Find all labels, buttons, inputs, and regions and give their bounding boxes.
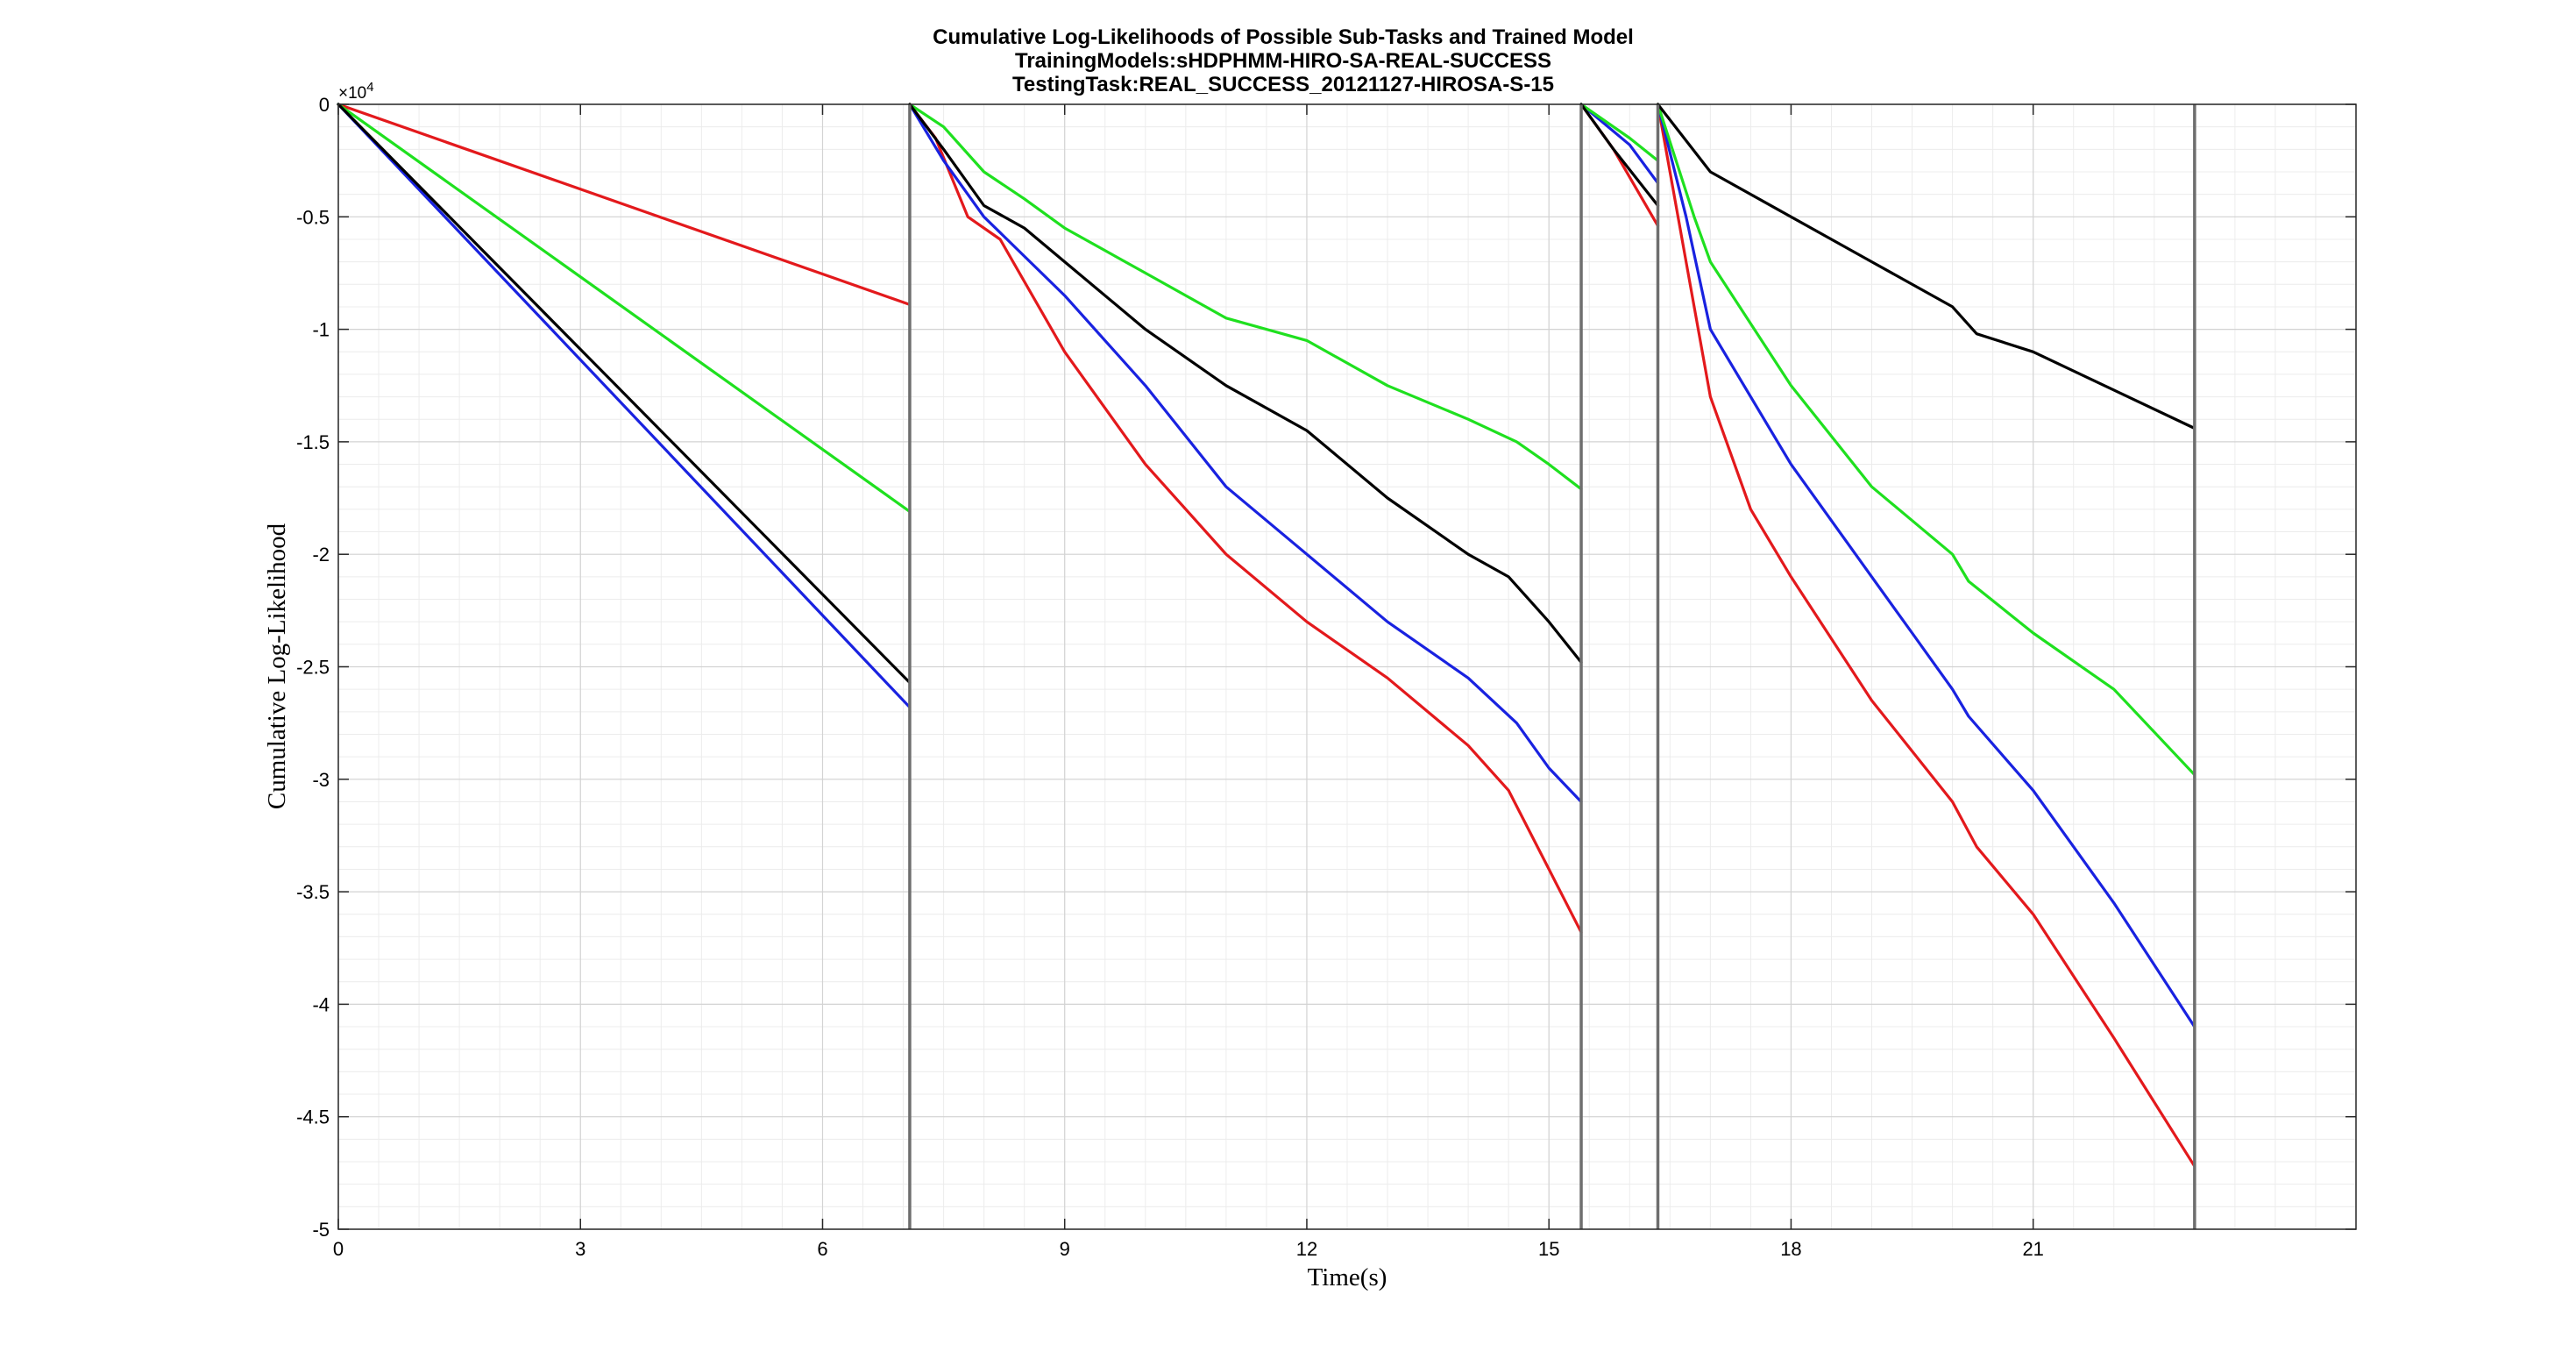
x-tick-label: 12: [1296, 1238, 1317, 1260]
series-line-blue: [1579, 103, 1660, 185]
series-line-blue: [337, 103, 912, 709]
x-tick-label: 21: [2022, 1238, 2043, 1260]
series-line-blue: [1656, 103, 2196, 1028]
x-tick-label: 15: [1538, 1238, 1559, 1260]
x-tick-label: 0: [333, 1238, 344, 1260]
y-tick-label: -2.5: [296, 657, 330, 679]
series-line-black: [1656, 103, 2196, 430]
series-line-black: [337, 103, 912, 685]
series-layer: [337, 103, 2196, 1168]
y-axis-label: Cumulative Log-Likelihood: [263, 523, 291, 809]
series-line-red: [337, 103, 912, 306]
y-axis-exponent-base: ×10: [338, 84, 366, 103]
series-line-black: [908, 103, 1583, 665]
series-line-red: [908, 103, 1583, 934]
y-tick-label: -0.5: [296, 206, 330, 228]
y-axis-exponent: ×104: [338, 80, 374, 103]
x-tick-label: 3: [575, 1238, 585, 1260]
boundary-layer: [908, 104, 2196, 1229]
chart-title-line-3: TestingTask:REAL_SUCCESS_20121127-HIROSA…: [1012, 73, 1554, 96]
x-axis-label: Time(s): [1308, 1263, 1387, 1291]
chart-title-line-2: TrainingModels:sHDPHMM-HIRO-SA-REAL-SUCC…: [1015, 49, 1551, 73]
chart-title-line-1: Cumulative Log-Likelihoods of Possible S…: [933, 25, 1634, 49]
y-tick-label: -5: [312, 1219, 330, 1241]
x-tick-label: 9: [1060, 1238, 1070, 1260]
y-tick-label: -2: [312, 544, 330, 566]
series-line-black: [1579, 103, 1660, 208]
y-tick-label: -1.5: [296, 431, 330, 453]
series-line-green: [1579, 103, 1660, 162]
y-tick-label: 0: [319, 94, 330, 116]
ticks-layer: [337, 103, 2356, 1230]
series-line-green: [908, 103, 1583, 491]
y-tick-labels: 0 -0.5 -1 -1.5 -2 -2.5 -3 -3.5 -4 -4.5 -5: [296, 94, 330, 1241]
y-tick-label: -3: [312, 769, 330, 791]
y-tick-label: -4.5: [296, 1106, 330, 1128]
series-line-green: [337, 103, 912, 514]
x-tick-labels: 0 3 6 9 12 15 18 21: [333, 1238, 2044, 1260]
x-tick-label: 18: [1780, 1238, 1801, 1260]
series-line-blue: [908, 103, 1583, 804]
plot-area: [337, 103, 2357, 1230]
series-line-green: [1656, 103, 2196, 777]
y-axis-exponent-power: 4: [366, 80, 373, 95]
series-line-red: [1656, 103, 2196, 1168]
y-tick-label: -3.5: [296, 881, 330, 903]
x-tick-label: 6: [817, 1238, 827, 1260]
y-tick-label: -1: [312, 319, 330, 341]
y-tick-label: -4: [312, 993, 330, 1015]
